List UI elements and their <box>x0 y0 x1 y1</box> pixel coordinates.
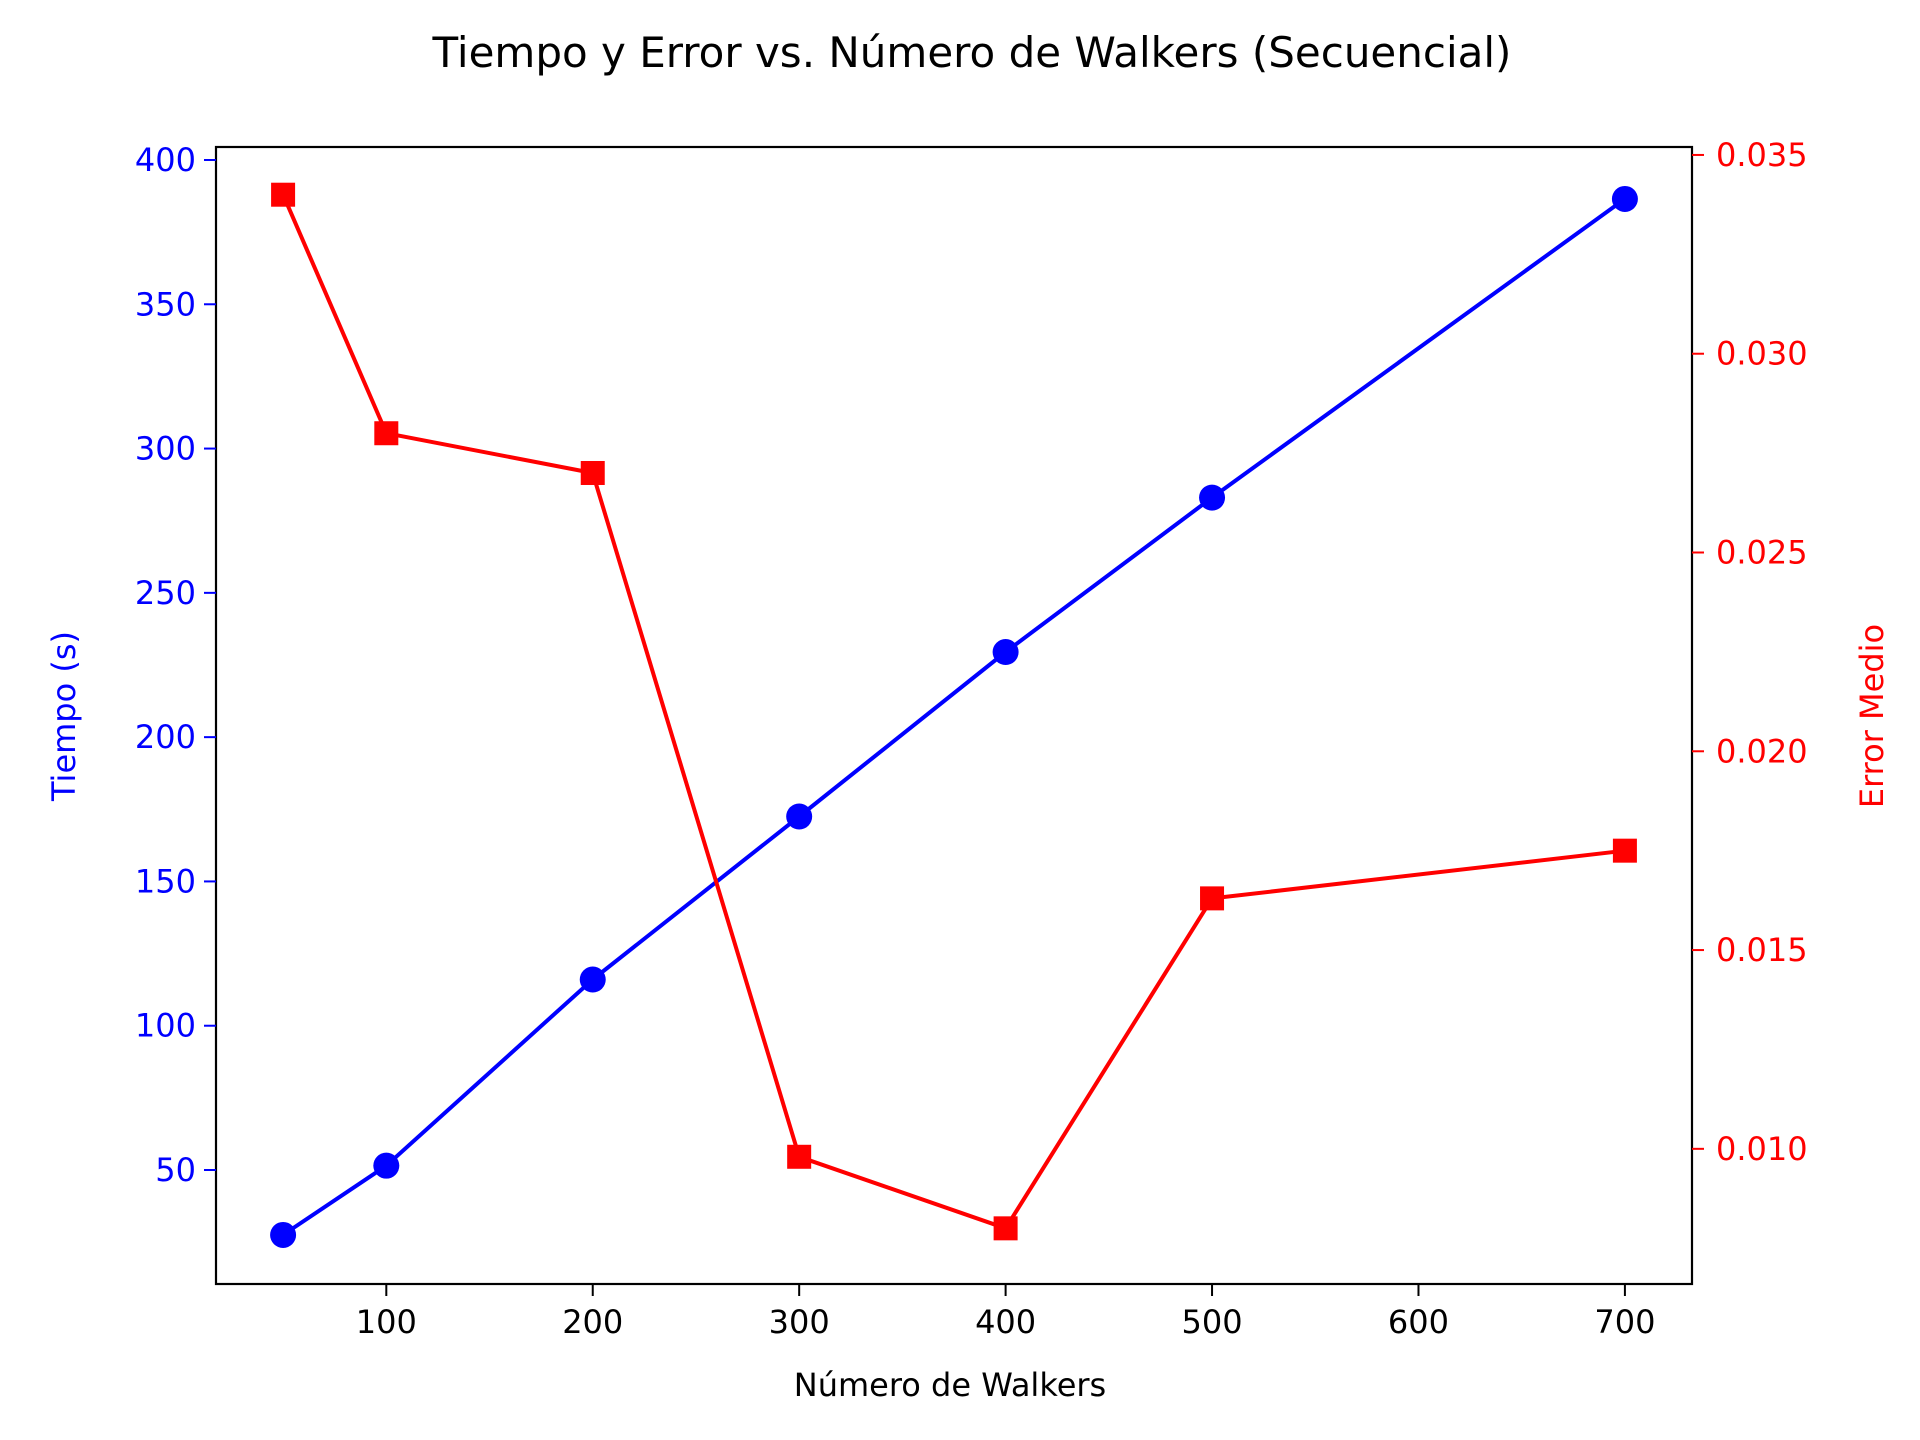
plot-area: 100 200 300 400 500 600 700 50 100 150 200 250 300 35… <box>135 136 1808 1341</box>
x-tick-label: 600 <box>1388 1303 1449 1341</box>
y-tick-label-right: 0.015 <box>1716 931 1808 969</box>
data-point-left <box>270 1221 297 1248</box>
data-point-right <box>374 421 399 446</box>
y-tick-label-left: 250 <box>135 574 196 612</box>
data-point-left <box>1611 185 1638 212</box>
y-tick-label-left: 100 <box>135 1007 196 1045</box>
data-point-right <box>271 182 296 207</box>
data-point-right <box>1612 838 1637 863</box>
plot-frame <box>214 145 1694 1286</box>
y-tick-label-left: 350 <box>135 285 196 323</box>
x-tick-label: 300 <box>769 1303 830 1341</box>
data-point-left <box>786 803 813 830</box>
x-tick-label: 100 <box>356 1303 417 1341</box>
data-point-left <box>992 639 1019 666</box>
y-tick-label-right: 0.010 <box>1716 1130 1808 1168</box>
y-tick-label-left: 150 <box>135 862 196 900</box>
y-axis-label-right: Error Medio <box>1853 624 1891 808</box>
y-tick-label-left: 200 <box>135 718 196 756</box>
x-tick-label: 500 <box>1182 1303 1243 1341</box>
y-tick-label-left: 300 <box>135 430 196 468</box>
y-tick-label-right: 0.030 <box>1716 335 1808 373</box>
data-point-left <box>579 966 606 993</box>
y-tick-label-left: 50 <box>155 1151 196 1189</box>
chart-title: Tiempo y Error vs. Número de Walkers (Se… <box>432 28 1512 77</box>
x-tick-label: 400 <box>975 1303 1036 1341</box>
data-point-right <box>1200 886 1225 911</box>
y-tick-label-right: 0.020 <box>1716 732 1808 770</box>
y-tick-label-left: 400 <box>135 141 196 179</box>
x-axis-label: Número de Walkers <box>794 1366 1106 1404</box>
data-point-right <box>993 1216 1018 1241</box>
y-axis-label-left: Tiempo (s) <box>45 631 83 802</box>
x-tick-label: 700 <box>1594 1303 1655 1341</box>
data-point-right <box>787 1144 812 1169</box>
y-tick-label-right: 0.035 <box>1716 136 1808 174</box>
y-tick-label-right: 0.025 <box>1716 534 1808 572</box>
data-point-left <box>373 1152 400 1179</box>
x-tick-label: 200 <box>562 1303 623 1341</box>
data-point-left <box>1199 484 1226 511</box>
data-point-right <box>580 460 605 485</box>
